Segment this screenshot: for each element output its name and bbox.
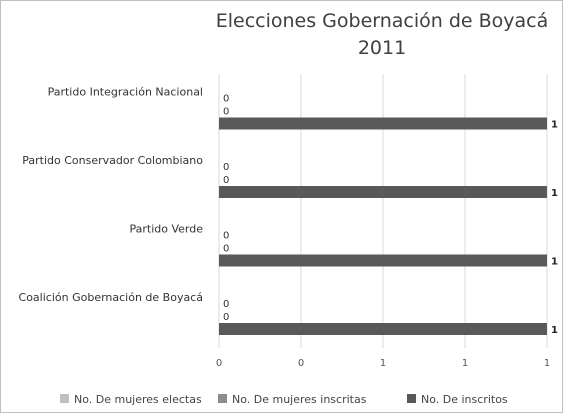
data-label: 0	[223, 299, 229, 310]
data-label: 0	[223, 94, 229, 105]
legend-entry: No. De mujeres electas	[74, 393, 202, 406]
category-labels: Partido Integración Nacional Partido Cons…	[19, 86, 204, 305]
legend-swatch	[218, 394, 227, 403]
legend-swatch	[407, 394, 416, 403]
legend-entry: No. De inscritos	[421, 393, 508, 406]
bar	[219, 323, 547, 335]
data-label: 1	[551, 120, 558, 131]
data-label: 1	[551, 257, 558, 268]
legend: No. De mujeres electas No. De mujeres ins…	[60, 393, 508, 406]
category-label: Partido Integración Nacional	[48, 86, 203, 99]
chart-title-line-1: Elecciones Gobernación de Boyacá	[216, 10, 549, 32]
category-label: Coalición Gobernación de Boyacá	[19, 291, 203, 304]
x-tick-label: 1	[462, 358, 468, 369]
data-label: 0	[223, 312, 229, 323]
category-label: Partido Conservador Colombiano	[22, 154, 203, 167]
category-label: Partido Verde	[130, 223, 204, 236]
chart-title-line-2: 2011	[358, 37, 406, 59]
data-label: 0	[223, 107, 229, 118]
chart-title: Elecciones Gobernación de Boyacá 2011	[216, 10, 549, 59]
data-label: 0	[223, 162, 229, 173]
bar	[219, 117, 547, 130]
data-label: 0	[223, 244, 229, 255]
data-label: 0	[223, 231, 229, 242]
data-label: 0	[223, 175, 229, 186]
x-tick-label: 0	[216, 358, 222, 369]
x-tick-label: 1	[380, 358, 386, 369]
bar	[219, 186, 547, 198]
data-label: 1	[551, 325, 558, 336]
legend-entry: No. De mujeres inscritas	[232, 393, 367, 406]
data-label: 1	[551, 188, 558, 199]
legend-swatch	[60, 394, 69, 403]
x-tick-label: 1	[544, 358, 550, 369]
bar	[219, 254, 547, 267]
x-tick-labels: 0 0 1 1 1	[216, 358, 550, 369]
gridlines	[218, 74, 548, 348]
data-labels: 0 0 1 0 0 1 0 0 1 0 0 1	[223, 94, 558, 337]
bars	[219, 117, 547, 335]
x-tick-label: 0	[298, 358, 304, 369]
